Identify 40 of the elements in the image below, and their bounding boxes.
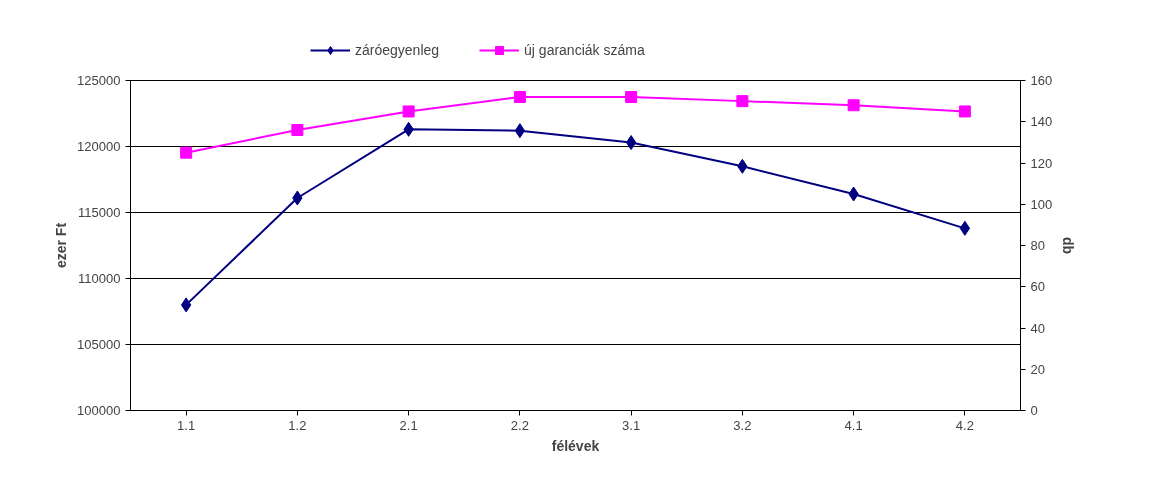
y2-tick-label: 160 xyxy=(1030,73,1053,88)
y-tick-label: 115000 xyxy=(78,205,121,220)
y2-tick-label: 80 xyxy=(1030,238,1045,253)
point xyxy=(291,124,304,136)
y-tick-label: 125000 xyxy=(77,73,121,88)
y2-tick-label: 60 xyxy=(1030,279,1045,295)
y-tick-label: 100000 xyxy=(77,403,121,418)
point xyxy=(180,146,193,159)
point xyxy=(847,99,860,112)
y2-tick-label: 100 xyxy=(1030,196,1053,212)
y-axis-title: ezer Ft xyxy=(53,222,70,269)
legend-label: új garanciák száma xyxy=(524,42,645,58)
x-tick-label: 1.2 xyxy=(288,417,307,433)
x-tick-label: 2.2 xyxy=(510,417,529,433)
point xyxy=(513,91,526,103)
y2-axis-title: db xyxy=(1060,236,1077,255)
point xyxy=(959,220,971,236)
x-tick-label: 4.1 xyxy=(844,417,863,433)
y-tick-label: 105000 xyxy=(77,337,121,352)
y2-tick-label: 0 xyxy=(1030,403,1038,418)
y-tick-label: 110000 xyxy=(78,271,121,286)
point xyxy=(514,123,526,139)
point xyxy=(958,105,971,118)
y2-tick-label: 20 xyxy=(1030,361,1045,377)
x-tick-label: 1.1 xyxy=(177,417,196,433)
point xyxy=(625,135,637,151)
x-tick-label: 3.1 xyxy=(622,417,641,433)
y-tick-label: 120000 xyxy=(77,139,121,154)
point xyxy=(625,91,638,103)
x-tick-label: 2.1 xyxy=(399,417,418,433)
y2-tick-label: 40 xyxy=(1030,320,1045,336)
x-axis-title: félévek xyxy=(551,437,600,454)
point xyxy=(736,95,749,108)
x-tick-label: 3.2 xyxy=(733,417,752,433)
point xyxy=(180,297,192,313)
x-tick-label: 4.2 xyxy=(955,417,974,433)
legend-label: záróegyenleg xyxy=(355,42,440,58)
point xyxy=(402,105,415,118)
y2-tick-label: 120 xyxy=(1030,155,1053,171)
y2-tick-label: 140 xyxy=(1030,114,1053,130)
